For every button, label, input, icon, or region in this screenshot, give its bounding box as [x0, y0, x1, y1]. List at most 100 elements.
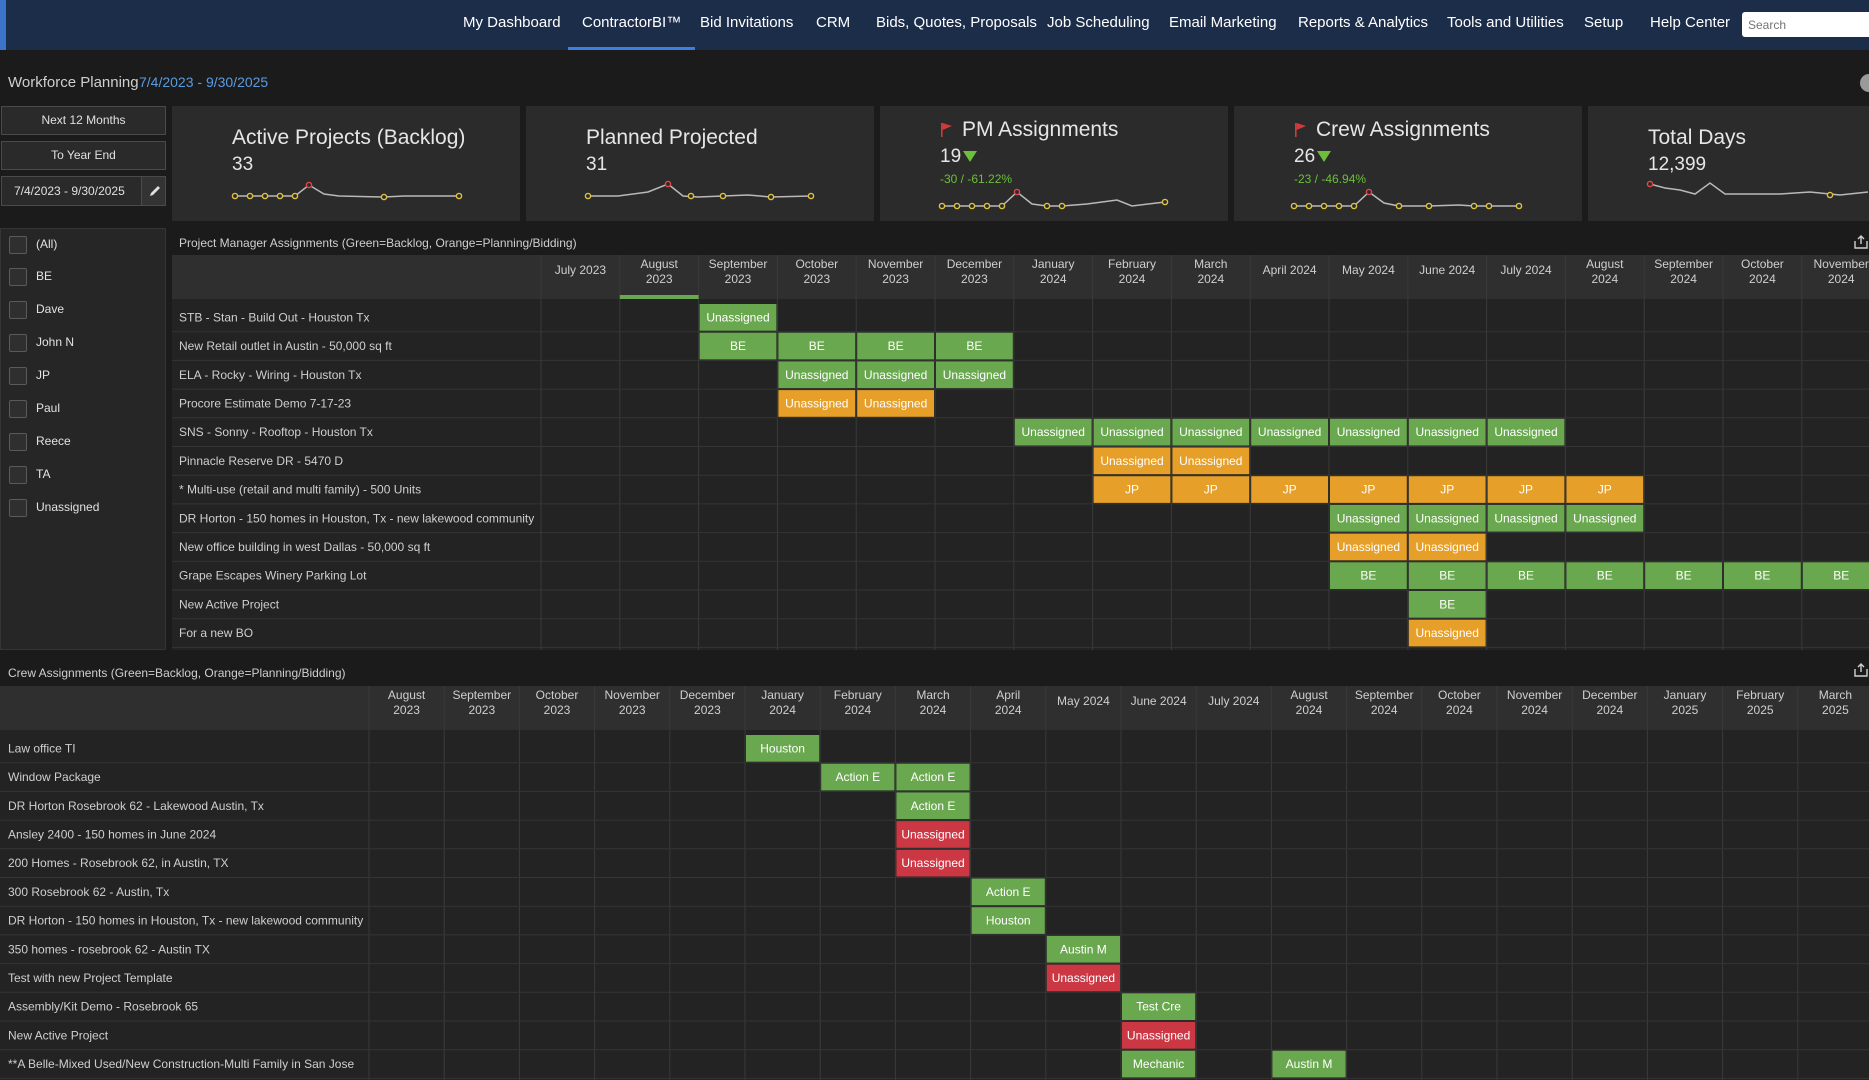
assignment-cell[interactable]: [1408, 533, 1486, 561]
assignment-cell[interactable]: [936, 361, 1013, 389]
assignment-cell[interactable]: [1566, 504, 1644, 532]
assignment-cell[interactable]: [1330, 504, 1407, 532]
assignment-cell[interactable]: [1566, 562, 1644, 589]
row-name[interactable]: STB - Stan - Build Out - Houston Tx: [179, 310, 370, 324]
assignment-cell[interactable]: [1566, 476, 1644, 503]
row-name[interactable]: 300 Rosebrook 62 - Austin, Tx: [8, 885, 169, 899]
row-name[interactable]: New Active Project: [179, 597, 280, 611]
row-name[interactable]: Window Package: [8, 770, 101, 784]
filter-checkbox[interactable]: [9, 367, 27, 385]
assignment-cell[interactable]: [1724, 562, 1801, 589]
nav-reports-analytics[interactable]: Reports & Analytics: [1298, 14, 1429, 31]
assignment-cell[interactable]: [896, 763, 970, 791]
assignment-cell[interactable]: [1408, 619, 1486, 647]
assignment-cell[interactable]: [746, 735, 820, 762]
row-name[interactable]: SNS - Sonny - Rooftop - Houston Tx: [179, 425, 373, 439]
assignment-cell[interactable]: [699, 332, 777, 360]
assignment-cell[interactable]: [1487, 418, 1565, 446]
row-name[interactable]: DR Horton Rosebrook 62 - Lakewood Austin…: [8, 799, 264, 813]
assignment-cell[interactable]: [971, 907, 1045, 934]
assignment-cell[interactable]: [1645, 562, 1722, 589]
row-name[interactable]: Pinnacle Reserve DR - 5470 D: [179, 454, 343, 468]
nav-tools-utilities[interactable]: Tools and Utilities: [1447, 14, 1564, 31]
assignment-cell[interactable]: [1330, 562, 1407, 589]
assignment-cell[interactable]: [857, 390, 934, 417]
row-name[interactable]: Law office TI: [8, 741, 76, 755]
assignment-cell[interactable]: [1122, 1050, 1196, 1078]
row-name[interactable]: New Active Project: [8, 1028, 109, 1042]
row-name[interactable]: Procore Estimate Demo 7-17-23: [179, 396, 351, 410]
filter-checkbox[interactable]: [9, 268, 27, 286]
assignment-cell[interactable]: [1093, 418, 1171, 446]
row-name[interactable]: DR Horton - 150 homes in Houston, Tx - n…: [179, 511, 534, 525]
nav-my-dashboard[interactable]: My Dashboard: [463, 14, 561, 31]
assignment-cell[interactable]: [1408, 504, 1486, 532]
assignment-cell[interactable]: [1172, 476, 1250, 503]
row-name[interactable]: For a new BO: [179, 626, 253, 640]
row-name[interactable]: **A Belle-Mixed Used/New Construction-Mu…: [8, 1057, 354, 1071]
filter-checkbox[interactable]: [9, 301, 27, 319]
assignment-cell[interactable]: [936, 332, 1013, 360]
kpi-card-pm-assignments[interactable]: PM Assignments 19 -30 / -61.22%: [880, 106, 1228, 221]
nav-email-marketing[interactable]: Email Marketing: [1169, 14, 1277, 31]
settings-circle-icon[interactable]: [1860, 74, 1869, 92]
assignment-cell[interactable]: [821, 763, 895, 791]
assignment-cell[interactable]: [1093, 476, 1171, 503]
nav-help-center[interactable]: Help Center: [1650, 14, 1731, 31]
row-name[interactable]: Grape Escapes Winery Parking Lot: [179, 569, 367, 583]
assignment-cell[interactable]: [1408, 476, 1486, 503]
export-icon[interactable]: [1853, 662, 1869, 678]
assignment-cell[interactable]: [1330, 418, 1407, 446]
filter-checkbox[interactable]: [9, 400, 27, 418]
row-name[interactable]: 350 homes - rosebrook 62 - Austin TX: [8, 942, 210, 956]
page-date-range[interactable]: 7/4/2023 - 9/30/2025: [139, 74, 269, 90]
kpi-card-total-days[interactable]: Total Days 12,399: [1588, 106, 1869, 221]
assignment-cell[interactable]: [778, 361, 856, 389]
assignment-cell[interactable]: [1408, 591, 1486, 618]
filter-checkbox[interactable]: [9, 334, 27, 352]
assignment-cell[interactable]: [1487, 476, 1565, 503]
assignment-cell[interactable]: [1251, 476, 1328, 503]
assignment-cell[interactable]: [1408, 418, 1486, 446]
filter-checkbox[interactable]: [9, 466, 27, 484]
date-range-field[interactable]: 7/4/2023 - 9/30/2025: [1, 176, 166, 206]
row-name[interactable]: Assembly/Kit Demo - Rosebrook 65: [8, 1000, 198, 1014]
assignment-cell[interactable]: [1122, 1022, 1196, 1049]
filter-checkbox[interactable]: [9, 433, 27, 451]
assignment-cell[interactable]: [1487, 562, 1565, 589]
assignment-cell[interactable]: [971, 878, 1045, 906]
nav-job-scheduling[interactable]: Job Scheduling: [1047, 14, 1150, 31]
filter-checkbox[interactable]: [9, 236, 27, 254]
assignment-cell[interactable]: [778, 332, 856, 360]
row-name[interactable]: Ansley 2400 - 150 homes in June 2024: [8, 827, 216, 841]
row-name[interactable]: ELA - Rocky - Wiring - Houston Tx: [179, 368, 362, 382]
search-input[interactable]: [1742, 12, 1869, 37]
assignment-cell[interactable]: [1046, 935, 1120, 963]
assignment-cell[interactable]: [1330, 533, 1407, 561]
row-name[interactable]: DR Horton - 150 homes in Houston, Tx - n…: [8, 914, 363, 928]
row-name[interactable]: New office building in west Dallas - 50,…: [179, 540, 431, 554]
filter-checkbox[interactable]: [9, 499, 27, 517]
row-name[interactable]: New Retail outlet in Austin - 50,000 sq …: [179, 339, 392, 353]
row-name[interactable]: Test with new Project Template: [8, 971, 173, 985]
assignment-cell[interactable]: [896, 792, 970, 820]
nav-bids-quotes-proposals[interactable]: Bids, Quotes, Proposals: [876, 14, 1037, 31]
assignment-cell[interactable]: [857, 361, 934, 389]
kpi-card-active-projects[interactable]: Active Projects (Backlog) 33: [172, 106, 520, 221]
assignment-cell[interactable]: [857, 332, 934, 360]
row-name[interactable]: 200 Homes - Rosebrook 62, in Austin, TX: [8, 856, 229, 870]
assignment-cell[interactable]: [699, 304, 777, 331]
next-12-months-button[interactable]: Next 12 Months: [1, 106, 166, 135]
assignment-cell[interactable]: [1251, 418, 1328, 446]
assignment-cell[interactable]: [1408, 562, 1486, 589]
assignment-cell[interactable]: [1014, 418, 1092, 446]
assignment-cell[interactable]: [896, 821, 970, 848]
assignment-cell[interactable]: [1172, 447, 1250, 475]
kpi-card-planned-projected[interactable]: Planned Projected 31: [526, 106, 874, 221]
nav-contractorbi[interactable]: ContractorBI™: [567, 0, 696, 50]
export-icon[interactable]: [1853, 234, 1869, 250]
assignment-cell[interactable]: [1330, 476, 1407, 503]
kpi-card-crew-assignments[interactable]: Crew Assignments 26 -23 / -46.94%: [1234, 106, 1582, 221]
assignment-cell[interactable]: [778, 390, 856, 417]
assignment-cell[interactable]: [1046, 964, 1120, 992]
